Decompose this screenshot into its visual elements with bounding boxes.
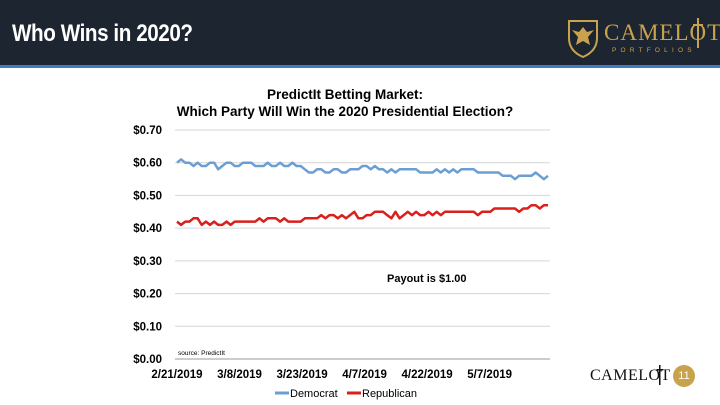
x-tick-label: 3/23/2019 (276, 369, 327, 381)
chart-legend: Democrat Republican (275, 388, 417, 400)
x-tick-label: 4/22/2019 (402, 369, 453, 381)
y-tick-label: $0.60 (133, 158, 162, 170)
x-axis-ticks: 2/21/2019 3/8/2019 3/23/2019 4/7/2019 4/22/2… (151, 369, 512, 381)
footer-cross-icon (656, 365, 663, 385)
legend-label-democrat: Democrat (290, 388, 338, 400)
chart-series (176, 158, 549, 227)
y-tick-label: $0.10 (133, 321, 162, 333)
cross-icon (693, 18, 703, 48)
shield-eagle-icon (568, 20, 598, 58)
payout-annotation: Payout is $1.00 (387, 273, 467, 285)
logo-subtitle: PORTFOLIOS (612, 47, 696, 54)
x-tick-label: 4/7/2019 (342, 369, 387, 381)
chart-title-line1: PredictIt Betting Market: (266, 87, 424, 102)
source-note: source: PredictIt (178, 350, 225, 357)
slide-header: Who Wins in 2020? CAMELOT PORTFOLIOS (0, 0, 720, 68)
series-line-republican (176, 203, 548, 227)
chart-title-line2: Which Party Will Win the 2020 Presidenti… (176, 104, 514, 119)
footer-logo: CAMELOT 11 (590, 365, 710, 395)
x-tick-label: 2/21/2019 (151, 369, 202, 381)
y-tick-label: $0.30 (133, 256, 162, 268)
chart-gridlines (175, 129, 550, 360)
page-number-badge: 11 (673, 365, 695, 387)
series-line-democrat (176, 158, 549, 181)
legend-label-republican: Republican (362, 388, 417, 400)
y-tick-label: $0.00 (133, 354, 162, 366)
y-tick-label: $0.70 (133, 125, 162, 137)
camelot-logo: CAMELOT PORTFOLIOS (566, 18, 720, 60)
y-axis-ticks: $0.00 $0.10 $0.20 $0.30 $0.40 $0.50 $0.60 $0.70 (133, 125, 162, 366)
footer-logo-wordmark: CAMELOT (590, 367, 671, 384)
slide-title: Who Wins in 2020? (12, 20, 193, 47)
x-tick-label: 5/7/2019 (467, 369, 512, 381)
y-tick-label: $0.40 (133, 223, 162, 235)
y-tick-label: $0.20 (133, 289, 162, 301)
y-tick-label: $0.50 (133, 190, 162, 202)
x-tick-label: 3/8/2019 (217, 369, 262, 381)
